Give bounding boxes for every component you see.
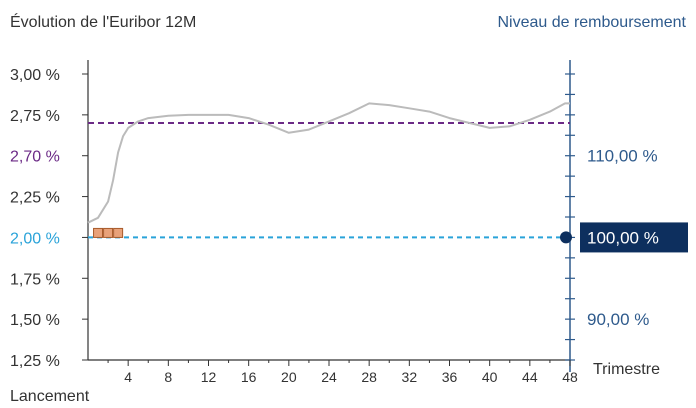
- observation-marker: [93, 227, 104, 238]
- x-tick-label: 32: [402, 369, 418, 385]
- x-tick-label: 48: [562, 369, 578, 385]
- x-tick-label: 24: [321, 369, 337, 385]
- y-tick-label: 3,00 %: [10, 67, 60, 84]
- x-tick-label: 16: [241, 369, 257, 385]
- y-tick-label: 1,50 %: [10, 312, 60, 329]
- x-tick-label: 40: [482, 369, 498, 385]
- x-tick-label: 20: [281, 369, 297, 385]
- chart-title-right: Niveau de remboursement: [497, 14, 686, 31]
- y-tick-label: 2,25 %: [10, 190, 60, 207]
- x-origin-label: Lancement: [10, 388, 90, 405]
- y-tick-label: 2,75 %: [10, 108, 60, 125]
- x-tick-label: 4: [124, 369, 132, 385]
- x-tick-label: 12: [201, 369, 217, 385]
- x-tick-label: 44: [522, 369, 538, 385]
- observation-marker: [113, 227, 124, 238]
- y-tick-label: 1,25 %: [10, 353, 60, 370]
- euribor-series-line: [87, 102, 570, 224]
- right-axis-label: 90,00 %: [587, 310, 649, 329]
- observation-marker: [103, 227, 114, 238]
- right-axis-label: 100,00 %: [587, 228, 659, 247]
- right-axis-label: 110,00 %: [587, 147, 658, 166]
- x-tick-label: 28: [361, 369, 377, 385]
- reference-end-marker: [560, 231, 572, 244]
- x-tick-label: 8: [164, 369, 172, 385]
- y-tick-label: 1,75 %: [10, 271, 60, 288]
- chart-title-left: Évolution de l'Euribor 12M: [10, 14, 197, 31]
- y-tick-label: 2,00 %: [10, 230, 60, 247]
- x-tick-label: 36: [442, 369, 458, 385]
- y-tick-label: 2,70 %: [10, 149, 60, 166]
- right-axis-highlight-box: [580, 222, 688, 253]
- x-axis-label-trimestre: Trimestre: [593, 361, 660, 378]
